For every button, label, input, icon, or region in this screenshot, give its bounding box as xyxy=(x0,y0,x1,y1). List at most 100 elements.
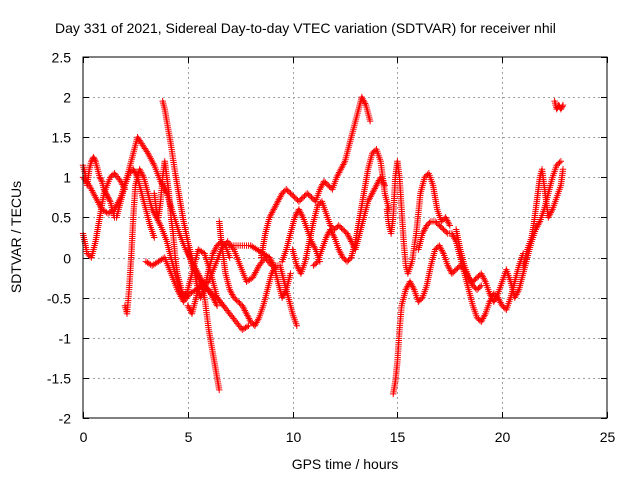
data-point xyxy=(446,222,453,229)
data-point xyxy=(310,262,317,269)
data-point xyxy=(245,322,252,329)
data-point xyxy=(492,295,499,302)
data-point xyxy=(135,135,142,143)
data-point xyxy=(545,212,553,220)
data-point xyxy=(337,249,344,256)
data-point xyxy=(198,279,205,287)
data-point xyxy=(137,167,144,175)
data-point xyxy=(130,167,138,175)
data-point xyxy=(309,239,316,247)
data-point xyxy=(308,194,315,201)
data-point xyxy=(422,172,430,180)
data-point xyxy=(295,265,302,272)
data-point xyxy=(314,202,321,209)
data-point xyxy=(553,162,560,169)
x-axis-label: GPS time / hours xyxy=(291,456,399,472)
data-point xyxy=(333,174,340,181)
data-point xyxy=(344,231,352,239)
data-point xyxy=(481,312,488,319)
data-point xyxy=(112,171,119,179)
data-point xyxy=(480,275,487,282)
data-point xyxy=(269,207,277,215)
data-point xyxy=(323,180,331,188)
data-point xyxy=(257,260,264,268)
data-point xyxy=(419,230,426,237)
data-point xyxy=(287,190,294,197)
data-point xyxy=(284,187,291,194)
data-point xyxy=(85,251,92,259)
data-point xyxy=(150,209,158,216)
data-point xyxy=(138,169,145,176)
data-point xyxy=(139,172,147,179)
data-point xyxy=(471,283,478,291)
data-point xyxy=(151,234,158,241)
series-track-i xyxy=(226,242,294,301)
data-point xyxy=(421,227,428,234)
data-point xyxy=(266,214,273,221)
data-point xyxy=(339,226,347,233)
data-point xyxy=(338,251,345,258)
data-point xyxy=(244,312,251,319)
data-point xyxy=(194,273,202,281)
data-point xyxy=(267,255,274,263)
data-point xyxy=(229,313,236,321)
data-point xyxy=(271,204,278,212)
series-track-u xyxy=(151,158,189,301)
data-point xyxy=(269,260,277,268)
data-point xyxy=(308,238,315,245)
data-point xyxy=(280,188,287,196)
data-point xyxy=(205,286,212,293)
data-point xyxy=(345,257,352,264)
data-point xyxy=(478,272,486,279)
data-point xyxy=(514,288,522,295)
x-tick-label: 0 xyxy=(80,429,88,445)
data-point xyxy=(297,196,304,204)
series-track-m xyxy=(278,206,324,265)
data-point xyxy=(415,298,422,305)
data-point xyxy=(111,170,118,177)
data-point xyxy=(242,308,249,316)
data-point xyxy=(535,221,542,228)
data-point xyxy=(493,293,500,301)
data-point xyxy=(209,294,217,301)
data-point xyxy=(465,274,472,281)
data-point xyxy=(424,220,432,228)
data-point xyxy=(106,196,113,204)
data-point xyxy=(366,117,374,125)
chart-title: Day 331 of 2021, Sidereal Day-to-day VTE… xyxy=(55,20,556,36)
data-point xyxy=(230,294,238,301)
data-point xyxy=(278,294,286,301)
data-point xyxy=(294,263,301,271)
data-point xyxy=(273,199,281,207)
data-point xyxy=(90,155,98,162)
y-tick-label: -1.5 xyxy=(47,371,71,387)
data-point xyxy=(311,261,319,268)
data-point xyxy=(328,229,336,236)
data-point xyxy=(341,227,348,235)
data-point xyxy=(478,282,485,289)
y-tick-label: -1 xyxy=(59,331,72,347)
data-point xyxy=(479,273,487,281)
data-marks xyxy=(79,93,567,398)
data-point xyxy=(215,240,222,248)
data-point xyxy=(431,218,439,225)
data-point xyxy=(336,223,344,231)
data-point xyxy=(493,292,501,299)
data-point xyxy=(454,265,461,272)
data-point xyxy=(340,159,348,167)
y-tick-label: 1.5 xyxy=(52,130,72,146)
data-point xyxy=(409,283,416,290)
data-point xyxy=(232,295,239,303)
data-point xyxy=(190,265,197,272)
data-point xyxy=(226,286,233,293)
data-point xyxy=(315,200,323,208)
series-track-g xyxy=(184,246,221,309)
data-point xyxy=(239,302,246,309)
data-point xyxy=(96,174,103,181)
data-point xyxy=(329,231,337,238)
data-point xyxy=(292,195,300,202)
data-point xyxy=(491,296,498,304)
data-point xyxy=(322,179,329,186)
series-track-f xyxy=(184,278,223,394)
data-point xyxy=(195,275,202,282)
